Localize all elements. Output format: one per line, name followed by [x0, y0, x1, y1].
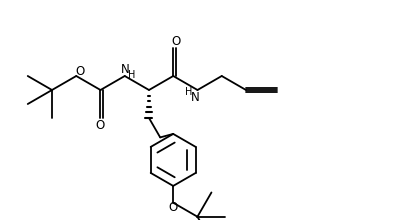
Text: O: O	[172, 35, 181, 48]
Text: H: H	[128, 70, 135, 80]
Text: N: N	[191, 90, 200, 103]
Text: O: O	[96, 119, 105, 132]
Text: N: N	[121, 62, 130, 75]
Text: H: H	[185, 87, 192, 97]
Text: O: O	[168, 201, 178, 214]
Text: O: O	[76, 64, 85, 77]
